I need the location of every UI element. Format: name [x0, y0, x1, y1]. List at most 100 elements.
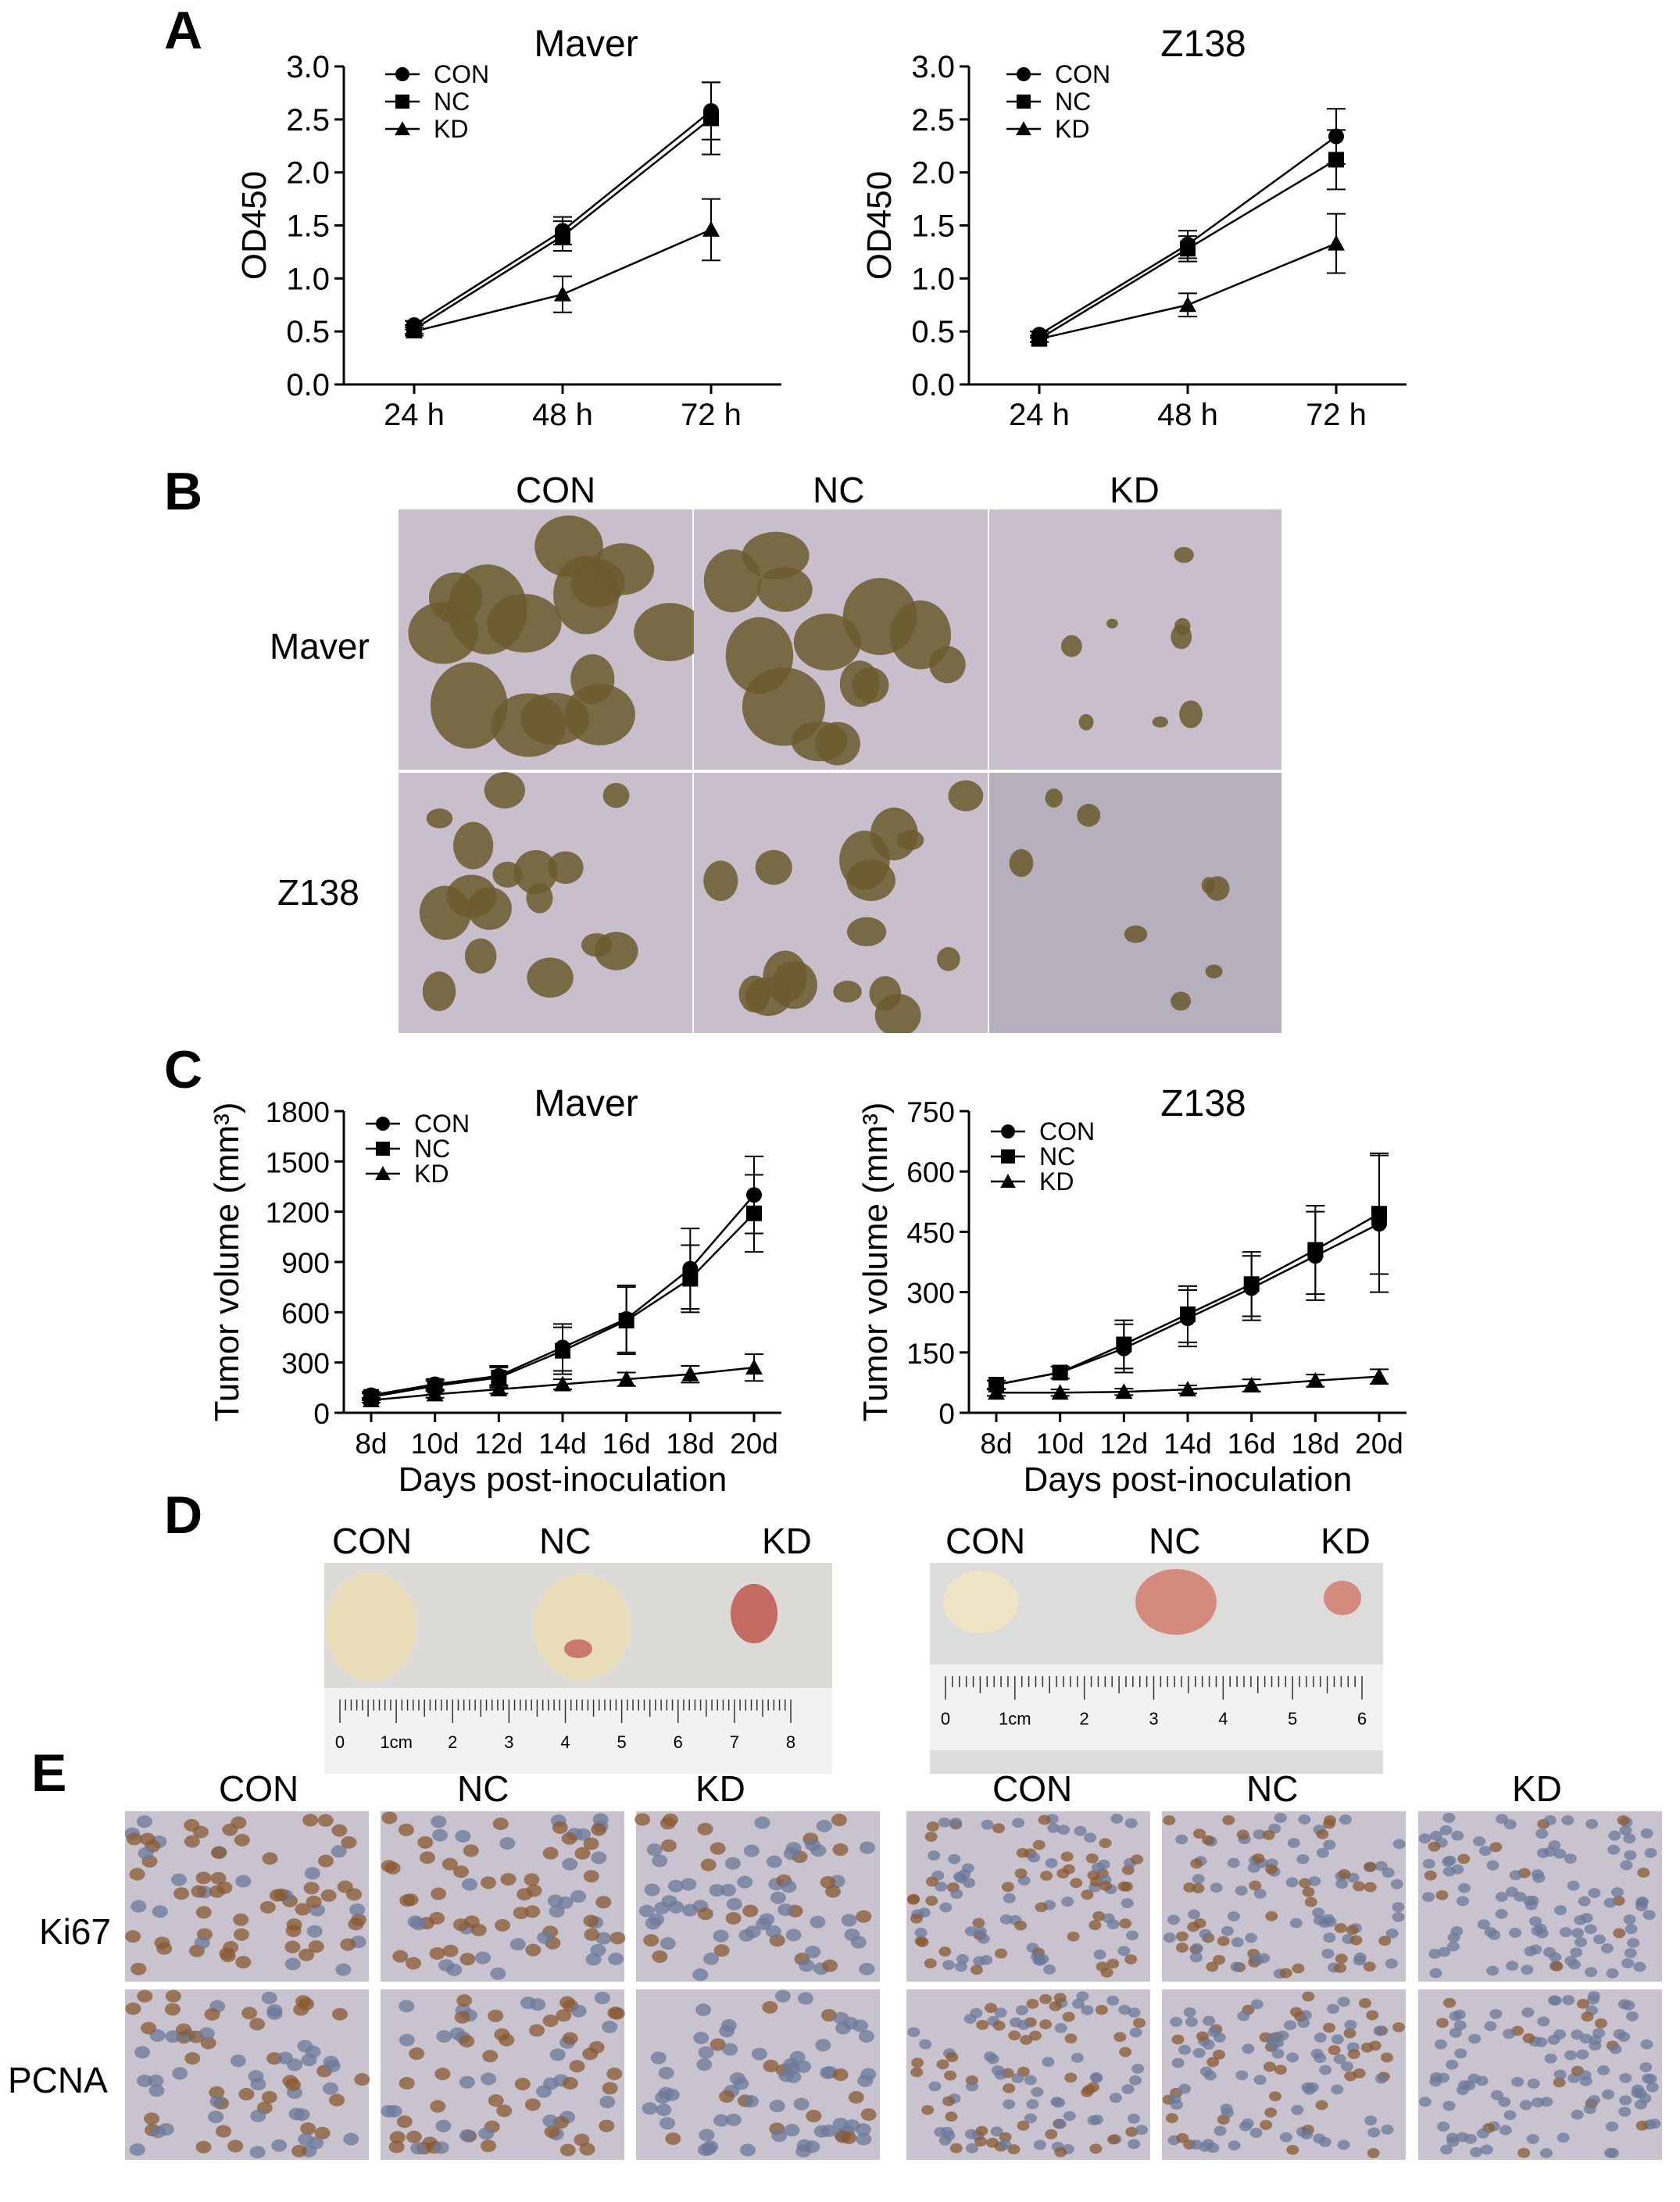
- nucleus: [129, 2143, 145, 2156]
- x-tick-label: 72 h: [1306, 398, 1367, 432]
- data-point: [406, 323, 423, 339]
- nucleus: [1335, 1878, 1349, 1889]
- nucleus: [1439, 1825, 1453, 1836]
- panel-letter-d: D: [164, 1485, 203, 1545]
- nucleus: [1128, 2113, 1141, 2124]
- panel-e-col-label-5: NC: [1246, 1768, 1299, 1809]
- nucleus: [346, 1888, 363, 1901]
- tumor-con: [326, 1572, 416, 1682]
- legend-marker: [1001, 1149, 1015, 1164]
- y-tick-label: 0: [313, 1398, 330, 1430]
- x-axis-label: Days post-inoculation: [399, 1460, 727, 1499]
- nucleus: [542, 2077, 559, 2090]
- nucleus: [1279, 2132, 1292, 2143]
- x-tick-label: 10d: [411, 1428, 459, 1460]
- nucleus: [964, 1926, 978, 1937]
- nucleus: [806, 2109, 822, 2122]
- nucleus: [1449, 2028, 1462, 2038]
- panel-e-col-label-2: NC: [457, 1768, 509, 1809]
- nucleus: [1331, 2084, 1344, 2095]
- nucleus: [1531, 2097, 1544, 2107]
- nucleus: [430, 2100, 446, 2113]
- nucleus: [720, 2018, 737, 2032]
- nucleus: [304, 1867, 320, 1880]
- nucleus: [1585, 1967, 1598, 1978]
- nucleus: [1438, 1946, 1451, 1957]
- nucleus: [1178, 2044, 1192, 2055]
- nucleus: [709, 1884, 725, 1897]
- nucleus: [999, 2132, 1012, 2143]
- data-point: [1179, 296, 1196, 313]
- nucleus: [1163, 1932, 1176, 1943]
- nucleus: [1498, 2097, 1511, 2107]
- nucleus: [1620, 1860, 1633, 1871]
- colony-photo-maver-kd: [989, 509, 1281, 770]
- nucleus: [1437, 2122, 1450, 2132]
- nucleus: [972, 1918, 985, 1929]
- nucleus: [1171, 2034, 1185, 2045]
- nucleus: [230, 2054, 246, 2068]
- data-point: [681, 1365, 699, 1382]
- nucleus: [294, 2108, 310, 2122]
- nucleus: [697, 1907, 713, 1921]
- nucleus: [1526, 2134, 1539, 2144]
- nucleus: [1228, 2140, 1241, 2151]
- nucleus: [1589, 2035, 1602, 2046]
- nucleus: [1543, 1815, 1557, 1825]
- nucleus: [1250, 1999, 1264, 2010]
- nucleus: [463, 1844, 479, 1857]
- nucleus: [542, 1846, 559, 1860]
- nucleus: [452, 1918, 469, 1932]
- nucleus: [1624, 1850, 1637, 1861]
- nucleus: [314, 2126, 331, 2139]
- nucleus: [1092, 1911, 1106, 1921]
- nucleus: [859, 1841, 875, 1854]
- nucleus: [762, 2000, 778, 2014]
- nucleus: [1521, 1964, 1534, 1975]
- nucleus: [1484, 2021, 1497, 2032]
- y-tick-label: 2.5: [911, 103, 955, 138]
- y-tick-label: 900: [281, 1247, 330, 1279]
- tumor-con: [943, 1571, 1018, 1633]
- nucleus: [649, 1913, 665, 1926]
- nucleus: [1540, 2148, 1553, 2158]
- nucleus: [825, 1885, 842, 1898]
- nucleus: [1171, 2057, 1185, 2068]
- nucleus: [461, 1878, 477, 1891]
- nucleus: [606, 2068, 623, 2081]
- tumor-kd: [1324, 1581, 1361, 1615]
- tumor-photos: 0 1cm 2 3 4 5 6 7 8 0 1cm 2 3 4 5 6: [324, 1563, 1383, 1774]
- nucleus: [406, 1957, 422, 1970]
- nucleus: [1193, 1828, 1206, 1839]
- nucleus: [298, 1997, 315, 2011]
- nucleus: [1053, 2118, 1067, 2129]
- nucleus: [1535, 1928, 1549, 1939]
- nucleus: [1328, 2045, 1341, 2056]
- nucleus: [559, 2143, 576, 2157]
- nucleus: [1509, 1870, 1522, 1881]
- x-tick-label: 48 h: [532, 398, 593, 432]
- nucleus: [303, 1882, 320, 1895]
- nucleus: [419, 1851, 435, 1864]
- nucleus: [1109, 2093, 1122, 2104]
- nucleus: [184, 2052, 201, 2065]
- colony: [756, 567, 813, 612]
- nucleus: [1003, 2083, 1016, 2093]
- nucleus: [1213, 2049, 1226, 2060]
- colony-photo-z138-con: [399, 771, 692, 1033]
- colony: [1174, 546, 1194, 563]
- nucleus: [195, 2140, 212, 2154]
- colony: [1152, 716, 1168, 728]
- x-tick-label: 8d: [980, 1428, 1012, 1460]
- nucleus: [1478, 1846, 1492, 1857]
- panel-d-right-label-kd: KD: [1321, 1521, 1371, 1561]
- nucleus: [1131, 1854, 1144, 1865]
- y-tick-label: 1500: [266, 1146, 330, 1178]
- nucleus: [799, 1959, 815, 1972]
- panel-d-right-label-nc: NC: [1149, 1521, 1201, 1561]
- nucleus: [719, 2090, 735, 2104]
- nucleus: [1347, 2049, 1360, 2060]
- chart-title: Z138: [1160, 1083, 1246, 1124]
- nucleus: [402, 1893, 419, 1907]
- nucleus: [935, 1881, 948, 1892]
